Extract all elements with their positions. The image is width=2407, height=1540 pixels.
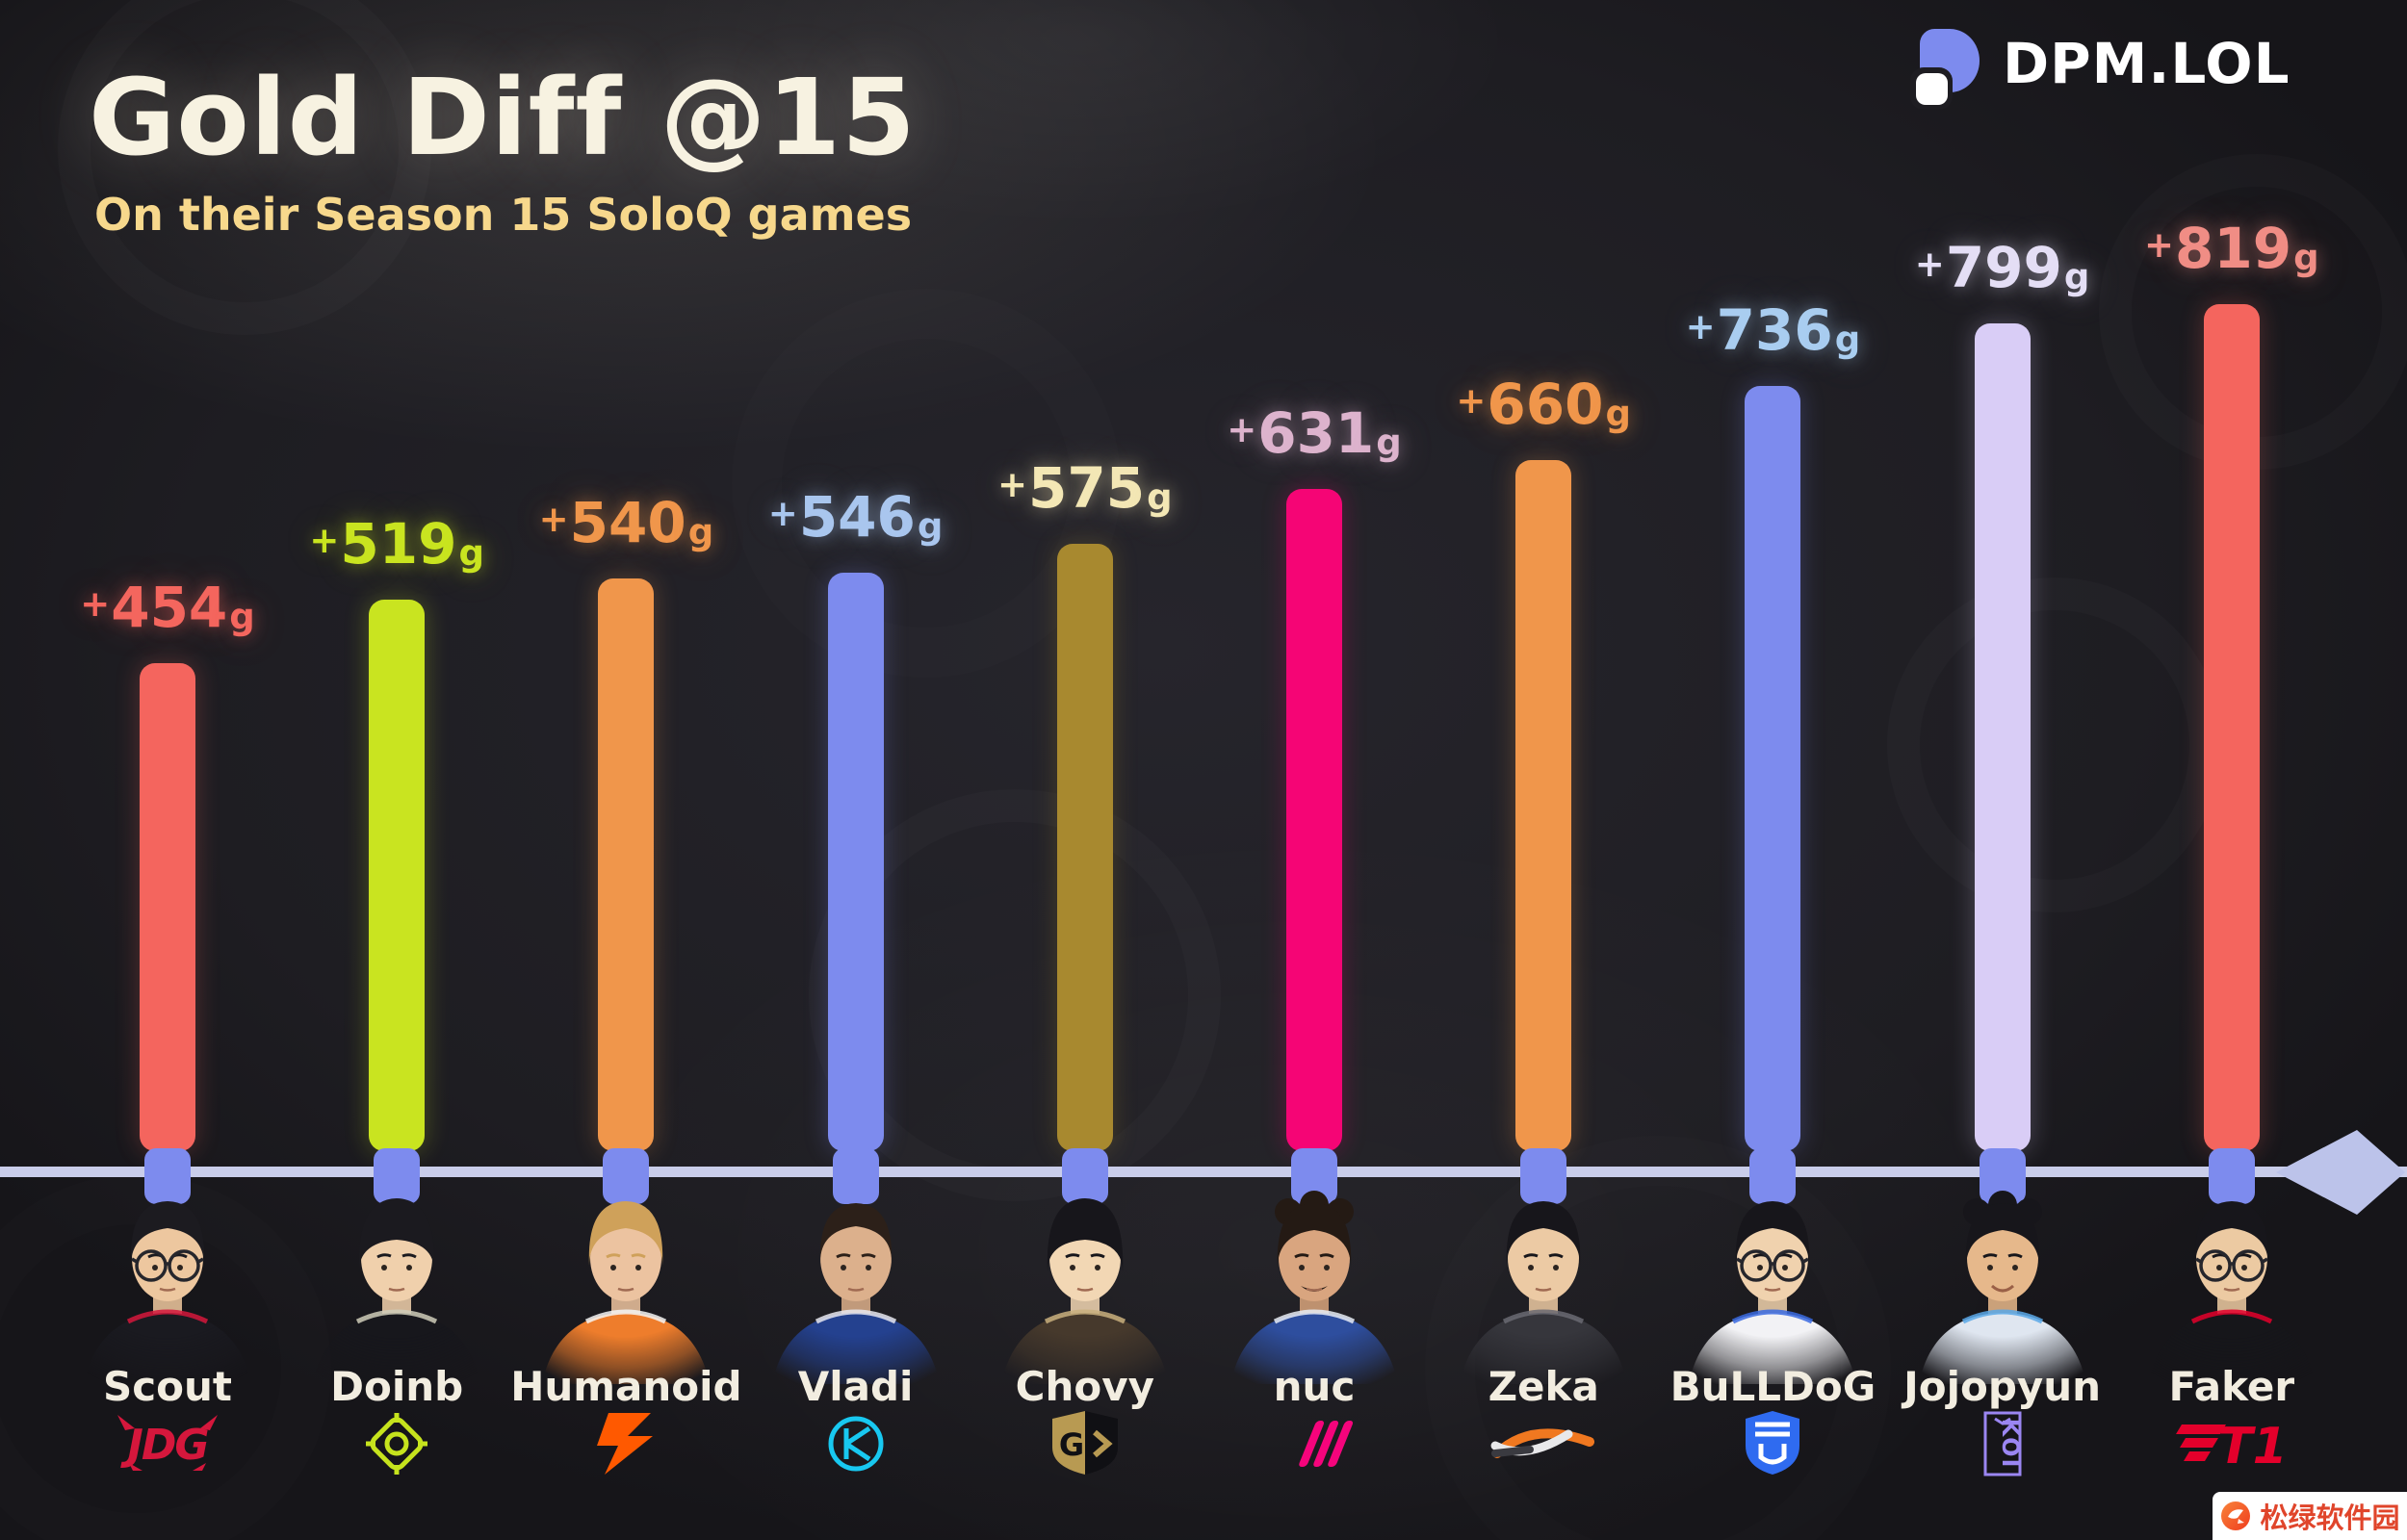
team-logo-hle-icon (1476, 1407, 1611, 1480)
player-name: Scout (103, 1363, 232, 1410)
team-logo-t1-icon: T1 (2164, 1407, 2299, 1480)
watermark-text: 松绿软件园 (2260, 1502, 2400, 1534)
player-name: Faker (2168, 1363, 2295, 1410)
bar (1515, 460, 1572, 1151)
bar (1974, 323, 2031, 1151)
bar (827, 573, 884, 1151)
fox-logo-icon (2221, 1502, 2251, 1530)
player-name: Vladi (797, 1363, 914, 1410)
bar (369, 600, 426, 1151)
svg-text:JDG: JDG (119, 1421, 208, 1470)
page-title: Gold Diff @15 (89, 56, 917, 179)
team-logo-jdg-icon: JDG (100, 1407, 235, 1480)
player-photo (534, 1187, 717, 1384)
player-photo (1223, 1187, 1406, 1384)
dpm-lol-brand: DPM.LOL (1904, 21, 2291, 110)
bar (2203, 304, 2260, 1151)
bar-value-label: +799g (1914, 235, 2090, 301)
bar-value-label: +660g (1456, 372, 1631, 438)
x-axis-line (0, 1167, 2407, 1177)
bar-value-label: +819g (2144, 215, 2319, 281)
bar-connector (374, 1148, 421, 1204)
player-photo (1452, 1187, 1635, 1384)
page-subtitle: On their Season 15 SoloQ games (94, 189, 913, 241)
bar-connector (603, 1148, 650, 1204)
player-name: Doinb (330, 1363, 464, 1410)
bar-connector (1749, 1148, 1797, 1204)
bar-value-label: +540g (538, 490, 714, 556)
bar (598, 578, 655, 1151)
team-logo-bds-icon (1247, 1407, 1382, 1480)
bar (1745, 386, 1801, 1151)
player-name: Chovy (1015, 1363, 1154, 1410)
bar-value-label: +454g (80, 575, 255, 641)
bar-value-label: +519g (309, 510, 484, 577)
bar-connector (144, 1148, 191, 1204)
player-name: Jojopyun (1903, 1363, 2102, 1410)
svg-text:KOI: KOI (1997, 1419, 2024, 1470)
team-logo-koi-icon: KOI (1935, 1407, 2070, 1480)
brand-name: DPM.LOL (2003, 31, 2291, 96)
player-name: nuc (1273, 1363, 1356, 1410)
player-photo (764, 1187, 947, 1384)
svg-text:T1: T1 (2218, 1418, 2288, 1476)
bar-value-label: +575g (997, 455, 1173, 522)
svg-text:G: G (1059, 1426, 1084, 1463)
bar-value-label: +736g (1685, 296, 1861, 363)
team-logo-karmine-corp-icon (789, 1407, 923, 1480)
team-logo-blue-shield-icon (1705, 1407, 1840, 1480)
player-photo (76, 1187, 259, 1384)
player-photo (994, 1187, 1177, 1384)
dpm-lol-logo-icon (1904, 21, 1985, 110)
player-photo (305, 1187, 488, 1384)
bar-value-label: +631g (1227, 400, 1402, 467)
player-name: Humanoid (510, 1363, 742, 1410)
team-logo-geng-icon: G (1018, 1407, 1152, 1480)
player-photo (1681, 1187, 1864, 1384)
bar (1056, 544, 1113, 1151)
bar-connector (2208, 1148, 2255, 1204)
cloud-swirl-decoration (1887, 578, 2222, 912)
team-logo-nip-icon (329, 1407, 464, 1480)
bar-value-label: +546g (767, 484, 944, 550)
bar-connector (832, 1148, 879, 1204)
axis-end-diamond-icon (2276, 1130, 2405, 1215)
player-photo (1911, 1187, 2094, 1384)
team-logo-fnatic-icon (558, 1407, 693, 1480)
player-name: BuLLDoG (1669, 1363, 1876, 1410)
player-photo (2140, 1187, 2323, 1384)
bar-connector (1061, 1148, 1108, 1204)
bar (140, 663, 195, 1151)
watermark-badge: 松绿软件园 (2213, 1492, 2407, 1540)
bar-connector (1520, 1148, 1567, 1204)
player-name: Zeka (1488, 1363, 1599, 1410)
bar (1286, 489, 1342, 1151)
